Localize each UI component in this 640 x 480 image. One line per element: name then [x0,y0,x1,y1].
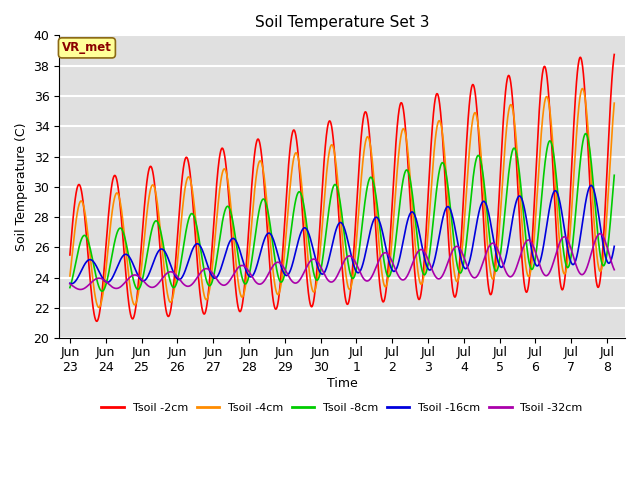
Tsoil -8cm [600,263,608,268]
Line: Tsoil -8cm: Tsoil -8cm [70,133,614,291]
Tsoil -2cm [299,211,307,216]
Line: Tsoil -32cm: Tsoil -32cm [70,234,614,289]
Tsoil -32cm [128,273,136,278]
Line: Tsoil -2cm: Tsoil -2cm [70,54,614,321]
Tsoil -8cm [98,288,106,294]
Tsoil -16cm [299,227,307,232]
Tsoil -2cm [541,64,549,70]
Tsoil -4cm [95,304,103,310]
Tsoil -8cm [66,285,74,290]
Tsoil -32cm [275,260,283,265]
Tsoil -32cm [611,267,618,273]
Y-axis label: Soil Temperature (C): Soil Temperature (C) [15,122,28,251]
Tsoil -16cm [68,281,76,287]
Tsoil -4cm [299,190,307,196]
Tsoil -8cm [128,272,136,277]
Tsoil -16cm [587,182,595,188]
Tsoil -8cm [161,249,168,254]
Tsoil -16cm [275,255,283,261]
Tsoil -32cm [596,231,604,237]
Tsoil -16cm [66,280,74,286]
Tsoil -2cm [611,51,618,57]
Title: Soil Temperature Set 3: Soil Temperature Set 3 [255,15,429,30]
Tsoil -16cm [600,246,608,252]
Tsoil -4cm [579,86,586,92]
Tsoil -4cm [66,273,74,279]
Tsoil -32cm [161,273,168,278]
Tsoil -2cm [161,296,168,302]
X-axis label: Time: Time [326,377,358,390]
Tsoil -4cm [275,291,283,297]
Tsoil -4cm [541,97,549,103]
Line: Tsoil -16cm: Tsoil -16cm [70,185,614,284]
Tsoil -8cm [611,172,618,178]
Tsoil -32cm [77,287,84,292]
Tsoil -2cm [600,232,607,238]
Tsoil -4cm [600,250,608,256]
Tsoil -8cm [582,131,589,136]
Tsoil -32cm [600,235,608,241]
Tsoil -16cm [128,259,136,265]
Tsoil -8cm [275,276,283,281]
Tsoil -8cm [541,159,549,165]
Tsoil -2cm [93,318,100,324]
Tsoil -32cm [299,273,307,278]
Tsoil -16cm [161,248,168,254]
Line: Tsoil -4cm: Tsoil -4cm [70,89,614,307]
Tsoil -4cm [611,100,618,106]
Tsoil -16cm [541,233,549,239]
Tsoil -32cm [541,273,549,278]
Tsoil -2cm [66,252,74,258]
Text: VR_met: VR_met [62,41,112,54]
Tsoil -2cm [275,294,283,300]
Tsoil -2cm [128,316,136,322]
Tsoil -4cm [128,296,136,302]
Tsoil -8cm [299,196,307,202]
Tsoil -4cm [161,269,168,275]
Legend: Tsoil -2cm, Tsoil -4cm, Tsoil -8cm, Tsoil -16cm, Tsoil -32cm: Tsoil -2cm, Tsoil -4cm, Tsoil -8cm, Tsoi… [97,399,587,418]
Tsoil -16cm [611,243,618,249]
Tsoil -32cm [66,281,74,287]
